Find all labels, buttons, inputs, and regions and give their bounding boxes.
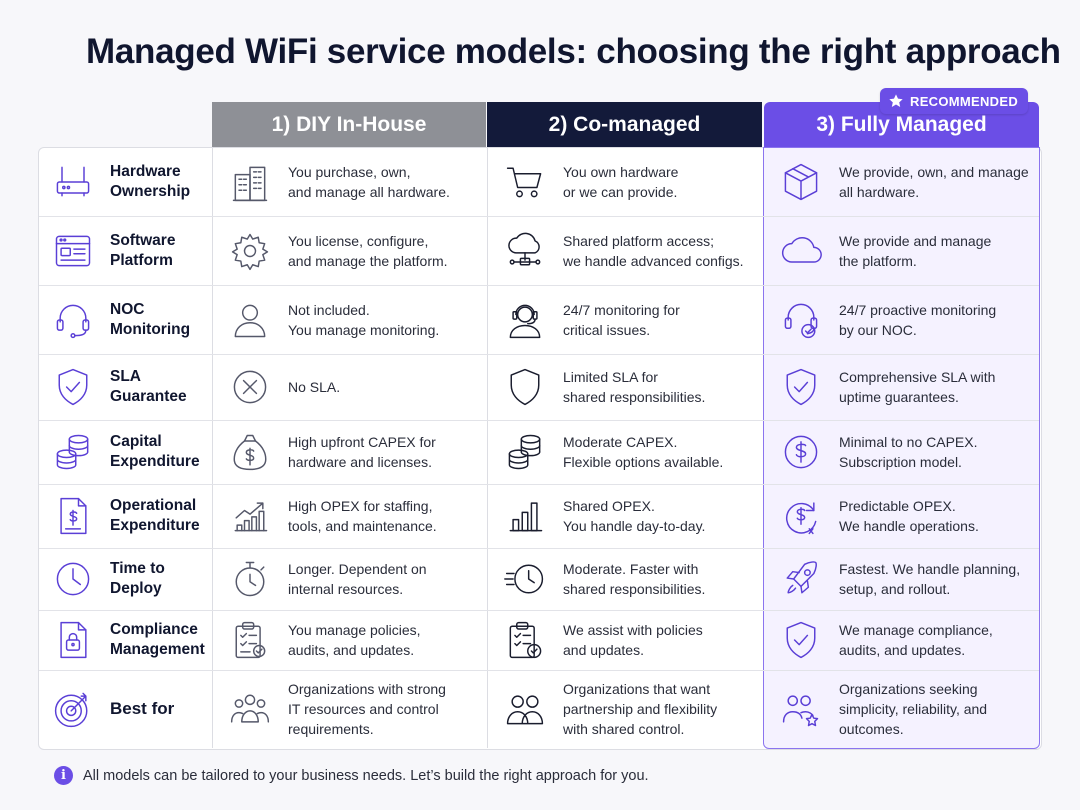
- dollar-circle-icon: [779, 430, 823, 474]
- shield-icon: [503, 365, 547, 409]
- cell-text: Limited SLA for shared responsibilities.: [563, 369, 706, 405]
- cell-text: You manage policies, audits, and updates…: [288, 622, 421, 658]
- column-header-diy: 1) DIY In-House: [212, 102, 486, 147]
- clipboard-icon: [228, 618, 272, 662]
- column-divider: [487, 147, 488, 748]
- star-icon: [889, 94, 903, 107]
- column-divider: [212, 147, 213, 748]
- lock-document-icon: [51, 618, 95, 662]
- cell-text: We provide and manage the platform.: [839, 232, 992, 269]
- page-title: Managed WiFi service models: choosing th…: [86, 32, 1061, 71]
- box-icon: [779, 160, 823, 204]
- router-icon: [51, 160, 95, 204]
- footer-text: All models can be tailored to your busin…: [83, 767, 649, 784]
- stopwatch-icon: [228, 557, 272, 601]
- money-bag-icon: [228, 430, 272, 474]
- fast-clock-icon: [503, 557, 547, 601]
- cell-text: Moderate. Faster with shared responsibil…: [563, 561, 706, 597]
- cell-text: Predictable OPEX. We handle operations.: [839, 498, 979, 534]
- clipboard-check-icon: [503, 618, 547, 662]
- cell-text: Not included. You manage monitoring.: [288, 301, 440, 338]
- cell-text: Organizations with strong IT resources a…: [288, 681, 446, 737]
- cell-text: Comprehensive SLA with uptime guarantees…: [839, 369, 996, 405]
- cell-text: No SLA.: [288, 379, 341, 395]
- shield-check-icon: [51, 365, 95, 409]
- headset-icon: [51, 298, 95, 342]
- row-label: SLA Guarantee: [110, 368, 187, 405]
- cell-text: You license, configure, and manage the p…: [288, 232, 448, 269]
- gear-icon: [228, 229, 272, 273]
- column-header-co-managed: 2) Co-managed: [487, 102, 762, 147]
- software-icon: [51, 229, 95, 273]
- cell-text: Organizations seeking simplicity, reliab…: [839, 681, 988, 737]
- footer-note: i All models can be tailored to your bus…: [54, 766, 649, 785]
- cloud-icon: [779, 229, 823, 273]
- row-divider: [39, 420, 1039, 421]
- cell-text: 24/7 proactive monitoring by our NOC.: [839, 301, 997, 338]
- bar-chart-icon: [503, 494, 547, 538]
- cell-text: Minimal to no CAPEX. Subscription model.: [839, 434, 978, 470]
- cloud-network-icon: [503, 229, 547, 273]
- cell-text: We manage compliance, audits, and update…: [839, 622, 993, 658]
- row-divider: [39, 548, 1039, 549]
- row-label: Time to Deploy: [110, 560, 165, 597]
- cell-text: High OPEX for staffing, tools, and maint…: [288, 498, 437, 534]
- row-divider: [39, 216, 1039, 217]
- row-label: Capital Expenditure: [110, 433, 200, 470]
- cell-text: We assist with policies and updates.: [563, 622, 703, 658]
- recommended-badge: RECOMMENDED: [880, 88, 1029, 114]
- headset-check-icon: [779, 298, 823, 342]
- row-divider: [39, 484, 1039, 485]
- chart-up-icon: [228, 494, 272, 538]
- users-star-icon: [779, 687, 823, 731]
- cell-text: High upfront CAPEX for hardware and lice…: [288, 434, 436, 470]
- row-label: Compliance Management: [110, 621, 205, 658]
- cell-text: Shared platform access; we handle advanc…: [563, 232, 744, 269]
- row-label: Best for: [110, 699, 175, 718]
- building-icon: [228, 160, 272, 204]
- rocket-icon: [779, 557, 823, 601]
- recommended-badge-label: RECOMMENDED: [910, 93, 1019, 109]
- recommended-column-highlight: [763, 147, 1040, 749]
- coins-icon: [51, 430, 95, 474]
- cell-text: Shared OPEX. You handle day-to-day.: [563, 498, 706, 534]
- dollar-cycle-icon: [779, 494, 823, 538]
- cell-text: Fastest. We handle planning, setup, and …: [839, 561, 1021, 597]
- cell-text: 24/7 monitoring for critical issues.: [563, 301, 680, 338]
- shield-check-icon: [779, 365, 823, 409]
- clock-icon: [51, 557, 95, 601]
- x-circle-icon: [228, 365, 272, 409]
- invoice-icon: [51, 494, 95, 538]
- group-icon: [228, 687, 272, 731]
- cart-icon: [503, 160, 547, 204]
- row-label: Operational Expenditure: [110, 497, 200, 534]
- info-icon: i: [54, 766, 73, 785]
- row-divider: [39, 285, 1039, 286]
- cell-text: Organizations that want partnership and …: [563, 681, 718, 737]
- agent-icon: [503, 298, 547, 342]
- target-icon: [51, 687, 95, 731]
- cell-text: We provide, own, and manage all hardware…: [839, 163, 1029, 200]
- row-label: Software Platform: [110, 231, 176, 269]
- cell-text: You own hardware or we can provide.: [563, 163, 679, 200]
- row-divider: [39, 354, 1039, 355]
- coins-icon: [503, 430, 547, 474]
- shield-check-icon: [779, 618, 823, 662]
- row-divider: [39, 610, 1039, 611]
- row-divider: [39, 670, 1039, 671]
- cell-text: You purchase, own, and manage all hardwa…: [288, 163, 450, 200]
- person-icon: [228, 298, 272, 342]
- cell-text: Longer. Dependent on internal resources.: [288, 561, 427, 597]
- cell-text: Moderate CAPEX. Flexible options availab…: [563, 434, 724, 470]
- row-label: NOC Monitoring: [110, 300, 191, 338]
- row-label: Hardware Ownership: [110, 162, 191, 200]
- pair-icon: [503, 687, 547, 731]
